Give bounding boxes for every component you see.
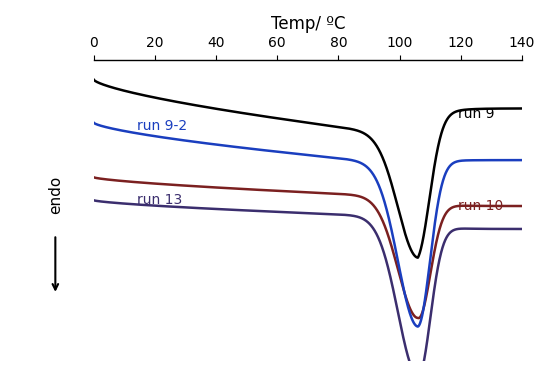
- Text: run 9: run 9: [458, 107, 494, 121]
- Text: run 10: run 10: [458, 199, 503, 213]
- Text: endo: endo: [48, 176, 63, 214]
- X-axis label: Temp/ ºC: Temp/ ºC: [271, 15, 345, 33]
- Text: run 13: run 13: [136, 193, 182, 207]
- Text: run 9-2: run 9-2: [136, 119, 187, 133]
